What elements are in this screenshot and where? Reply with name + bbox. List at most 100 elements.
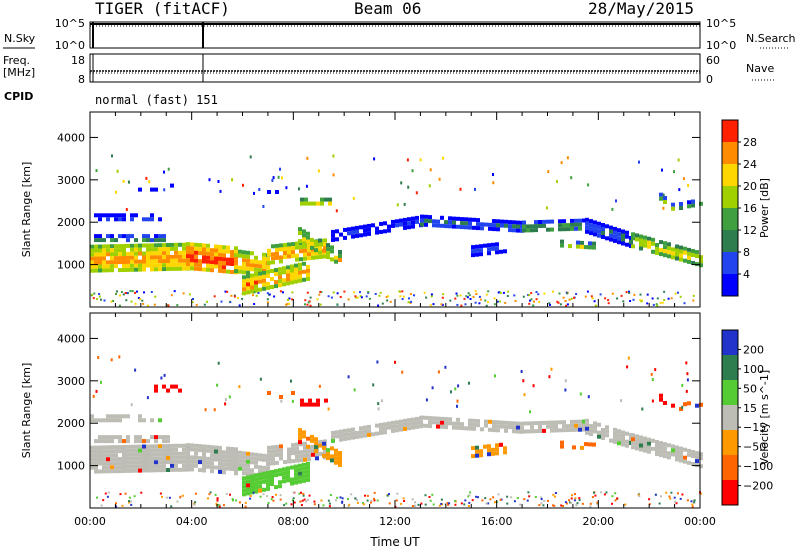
velocity-cell — [520, 370, 523, 373]
power-cell — [218, 268, 222, 273]
power-cell — [150, 217, 154, 222]
power-cell — [242, 250, 246, 255]
velocity-cell — [351, 427, 355, 432]
power-cell — [118, 304, 121, 307]
velocity-cell — [126, 468, 130, 473]
power-cell — [432, 223, 436, 228]
velocity-cell — [687, 448, 691, 453]
power-cell — [374, 293, 377, 295]
velocity-cell — [402, 497, 405, 500]
velocity-cell — [355, 434, 359, 439]
velocity-cell — [106, 469, 110, 474]
velocity-cell — [98, 445, 102, 450]
power-cell — [632, 298, 635, 301]
power-cell — [162, 234, 166, 239]
velocity-cell — [130, 452, 134, 457]
velocity-cell — [170, 443, 174, 448]
power-colorbar-swatch — [722, 164, 738, 186]
velocity-cell — [278, 484, 282, 489]
velocity-cell — [110, 453, 114, 458]
velocity-cell — [391, 424, 395, 429]
velocity-colorbar-swatch — [722, 455, 738, 480]
velocity-cell — [186, 463, 190, 468]
power-cell — [110, 234, 114, 239]
power-cell — [98, 248, 102, 253]
power-cell — [210, 248, 214, 253]
power-cell — [242, 270, 246, 275]
velocity-cell — [371, 432, 375, 437]
power-cell — [635, 237, 639, 242]
velocity-cell — [387, 425, 391, 430]
velocity-cell — [250, 490, 254, 495]
power-cell — [268, 293, 271, 296]
power-cell — [651, 237, 655, 242]
power-cell — [102, 256, 106, 261]
power-cell — [535, 298, 538, 301]
power-cell — [170, 254, 174, 259]
velocity-cell — [246, 483, 250, 488]
power-cell — [98, 234, 102, 239]
power-cell — [508, 224, 512, 229]
power-cell — [328, 201, 332, 206]
velocity-cell — [471, 454, 475, 459]
power-cell — [290, 272, 294, 277]
power-cell — [316, 201, 320, 206]
velocity-cell — [516, 421, 520, 426]
velocity-cell — [279, 448, 283, 453]
power-cell — [234, 253, 238, 258]
velocity-cell — [190, 455, 194, 460]
power-cell — [323, 246, 327, 251]
power-cell — [246, 282, 250, 287]
velocity-cell — [299, 450, 303, 455]
power-cell — [146, 238, 150, 243]
power-cell — [570, 226, 574, 231]
power-cell — [580, 244, 584, 249]
power-cell — [633, 293, 636, 296]
velocity-cell — [290, 477, 294, 482]
power-cell — [306, 303, 309, 306]
power-cell — [428, 219, 432, 224]
velocity-cell — [605, 425, 609, 430]
power-cell — [242, 183, 244, 187]
power-cell — [607, 299, 610, 302]
velocity-cell — [270, 482, 274, 486]
power-cell — [190, 258, 194, 263]
power-cell — [495, 242, 499, 247]
power-cell — [194, 250, 198, 255]
power-cell — [198, 267, 202, 272]
velocity-cell — [395, 428, 399, 433]
velocity-cell — [359, 430, 363, 435]
power-cell — [250, 285, 254, 290]
velocity-cell — [452, 421, 456, 426]
velocity-cell — [456, 425, 460, 430]
velocity-cell — [204, 408, 207, 412]
power-cell — [258, 271, 262, 276]
power-cell — [319, 242, 323, 247]
velocity-cell — [364, 494, 366, 497]
power-cell — [306, 272, 310, 277]
velocity-cell — [686, 499, 689, 502]
power-cell — [142, 255, 146, 260]
power-cell — [182, 266, 186, 271]
velocity-cell — [308, 398, 312, 403]
power-cell — [250, 259, 254, 264]
velocity-cell — [250, 478, 254, 483]
velocity-cell — [484, 419, 488, 424]
velocity-cell — [611, 502, 613, 505]
power-cell — [566, 227, 570, 232]
velocity-cell — [540, 498, 543, 501]
power-cell — [275, 243, 279, 248]
power-cell — [154, 263, 158, 268]
power-cell — [411, 216, 415, 221]
velocity-cell — [154, 448, 158, 453]
velocity-cell — [303, 445, 307, 450]
velocity-cell — [654, 493, 657, 496]
velocity-cell — [330, 458, 334, 463]
power-colorbar-tick-label: 4 — [743, 268, 750, 281]
velocity-cell — [230, 447, 234, 451]
power-cell — [631, 232, 635, 237]
power-cell — [190, 254, 194, 259]
velocity-cell — [158, 448, 162, 453]
velocity-cell — [475, 445, 479, 450]
velocity-cell — [179, 495, 182, 498]
